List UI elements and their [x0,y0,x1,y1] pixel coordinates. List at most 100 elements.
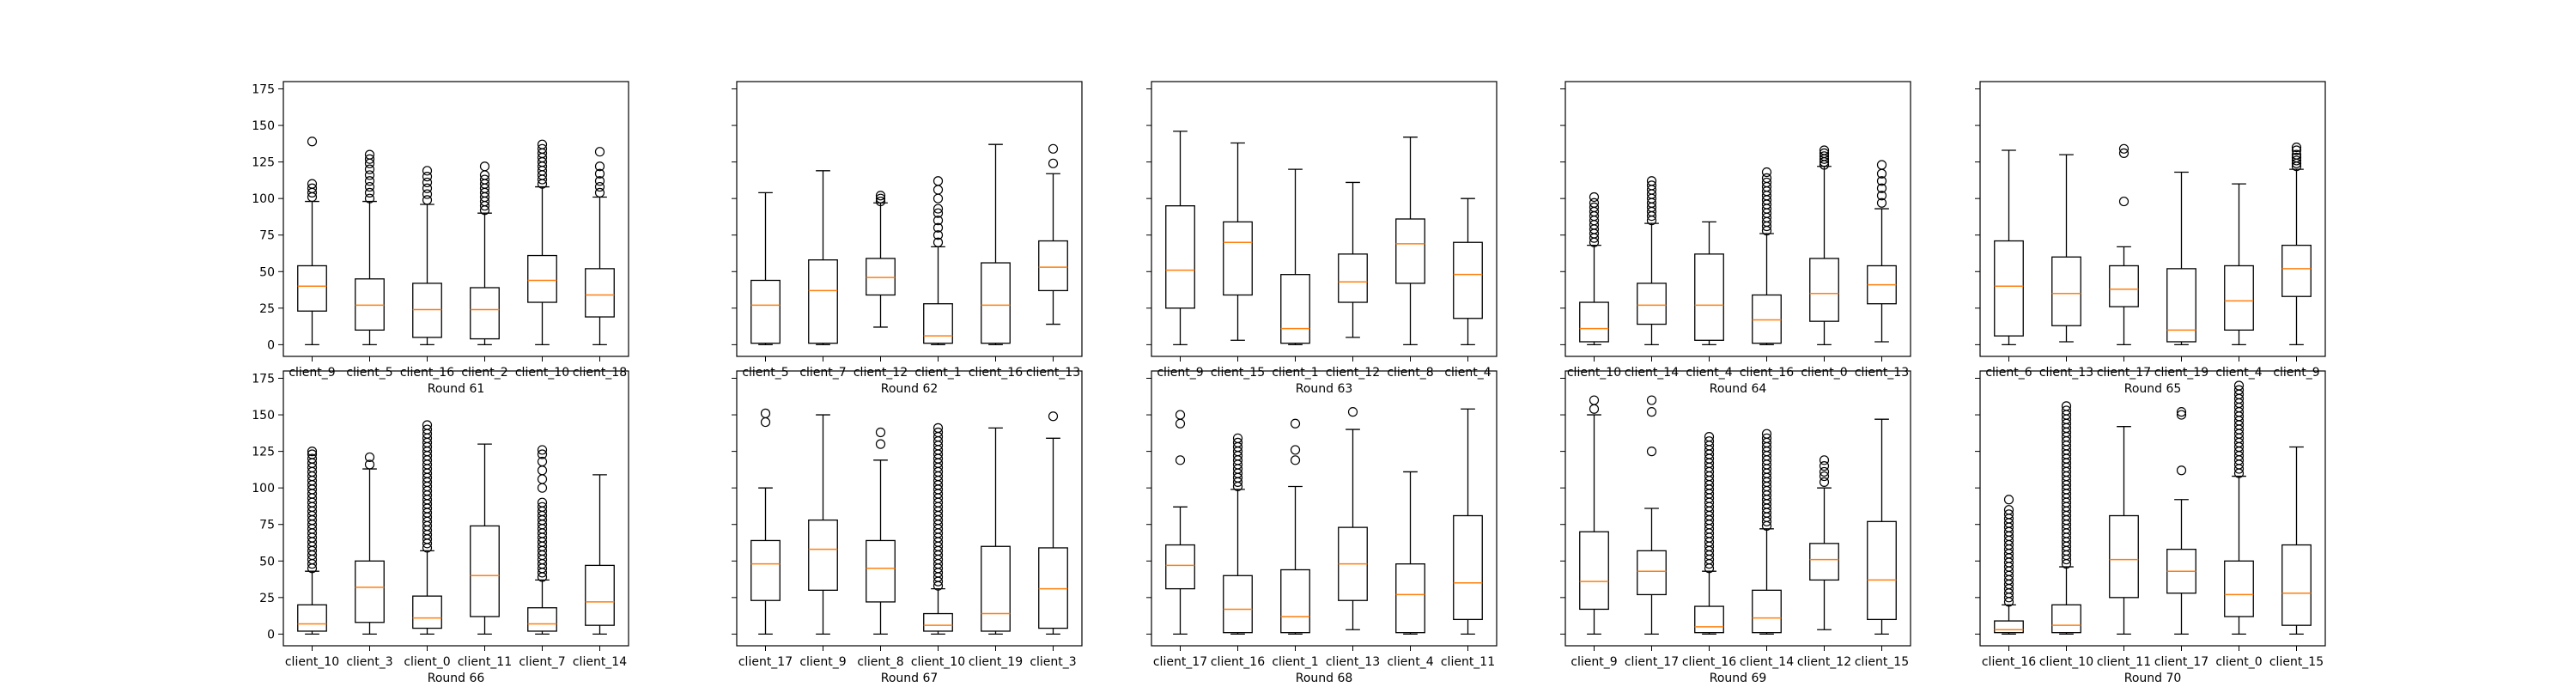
box-client_14 [1637,176,1667,346]
flier-point [933,216,944,226]
x-tick-label: client_10 [2039,655,2093,669]
box-iqr [585,564,615,626]
box-client_13 [1038,143,1068,325]
flier-point [1819,151,1830,161]
x-tick-label: client_11 [458,655,512,669]
box-client_1 [923,176,953,346]
box-client_18 [585,147,615,346]
box-client_17 [2109,143,2139,346]
flier-point [1646,447,1657,457]
x-tick-label: client_14 [1625,366,1679,380]
box-client_10 [527,139,557,346]
box-iqr [2166,268,2196,343]
flier-point [1876,176,1887,186]
flier-point [2233,385,2245,395]
axes-frame [1979,370,2326,647]
flier-point [1819,145,1830,155]
box-client_0 [2224,380,2254,635]
x-tick-label: client_9 [289,366,335,380]
subplot-4: client_10 client_14 client_4 client_16 clien… [1560,81,1911,396]
flier-point [1761,167,1772,178]
x-tick-label: client_9 [1571,655,1617,669]
x-tick-label: client_4 [1387,655,1433,669]
x-tick-label: client_11 [1441,655,1495,669]
box-client_3 [1038,411,1068,635]
box-iqr [412,595,442,629]
box-client_12 [866,191,896,328]
x-tick-label: client_17 [1153,655,1207,669]
flier-point [1589,395,1600,405]
flier-point [1646,407,1657,417]
box-iqr [1867,520,1897,621]
y-tick-label: 150 [252,119,275,133]
flier-point [422,166,433,176]
flier-point [1819,148,1830,159]
box-iqr [1165,544,1195,590]
flier-point [933,176,944,186]
box-iqr [1338,253,1368,303]
flier-point [422,172,433,182]
subplot-10: client_16 client_10 client_11 client_17 clie… [1975,370,2326,685]
y-tick-label: 175 [252,373,275,386]
box-client_10 [1579,192,1609,346]
box-iqr [1223,221,1253,296]
x-tick-label: client_12 [1797,655,1851,669]
box-client_5 [750,192,781,346]
flier-point [422,183,433,193]
axes-frame [1979,81,2326,357]
flier-point [364,170,375,180]
box-iqr [1752,589,1782,634]
box-client_0 [1809,145,1839,346]
box-client_13 [1338,407,1368,630]
x-tick-label: client_17 [1625,655,1679,669]
flier-point [307,449,318,459]
flier-point [875,193,886,204]
y-tick-label: 50 [259,265,275,279]
x-tick-label: client_13 [2039,366,2093,380]
axes-frame [1564,81,1911,357]
box-client_14 [1752,429,1782,635]
x-tick-label: client_8 [1387,366,1433,380]
x-tick-label: client_9 [1157,366,1203,380]
flier-point [422,420,433,430]
x-tick-label: client_6 [1985,366,2032,380]
x-axis-label: Round 69 [1710,672,1767,685]
flier-point [594,181,605,192]
box-iqr [1395,563,1425,634]
box-iqr [1280,568,1310,634]
flier-point [1704,431,1715,442]
box-iqr [2281,244,2312,297]
flier-point [1589,202,1600,212]
flier-point [422,189,433,199]
x-tick-label: client_17 [2154,655,2208,669]
flier-point [422,195,433,205]
box-client_10 [2051,401,2081,635]
box-iqr [2051,256,2081,326]
box-iqr [1994,240,2024,337]
flier-point [2233,380,2245,391]
box-iqr [1038,240,1068,292]
box-client_12 [1338,181,1368,338]
x-tick-label: client_5 [742,366,788,380]
flier-point [537,139,548,149]
flier-point [1048,158,1059,168]
flier-point [875,427,886,438]
flier-point [933,230,944,240]
flier-point [364,459,375,470]
y-tick-label: 75 [259,229,275,243]
box-client_2 [470,161,500,346]
flier-point [875,439,886,449]
flier-point [2291,145,2302,155]
flier-point [1232,437,1243,448]
box-iqr [1809,543,1839,581]
box-iqr [1809,258,1839,322]
flier-point [1589,192,1600,203]
flier-point [1876,183,1887,193]
box-iqr [2109,264,2139,307]
box-iqr [2281,544,2312,626]
x-tick-label: client_7 [799,366,846,380]
flier-point [1048,143,1059,154]
box-iqr [1994,620,2024,634]
x-axis-label: Round 66 [428,672,485,685]
flier-point [594,168,605,179]
